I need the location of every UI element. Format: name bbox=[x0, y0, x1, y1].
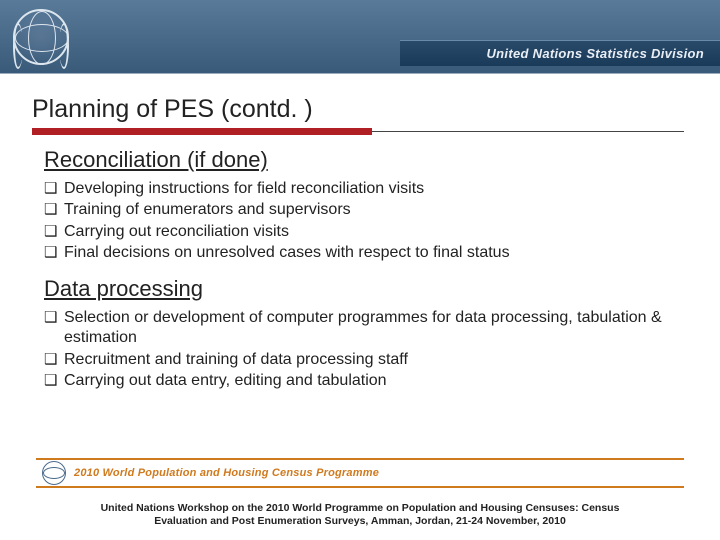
list-item: Final decisions on unresolved cases with… bbox=[44, 243, 676, 263]
content-area: Reconciliation (if done) Developing inst… bbox=[0, 147, 720, 392]
footer-banner-text: 2010 World Population and Housing Census… bbox=[74, 467, 379, 479]
header-band: United Nations Statistics Division bbox=[400, 40, 720, 66]
bullet-list-data-processing: Selection or development of computer pro… bbox=[44, 308, 676, 392]
footer-note: United Nations Workshop on the 2010 Worl… bbox=[0, 502, 720, 528]
org-title: United Nations Statistics Division bbox=[486, 46, 704, 61]
banner-line-bottom bbox=[36, 486, 684, 488]
banner-line-top bbox=[36, 458, 684, 460]
un-logo bbox=[6, 2, 76, 72]
bullet-list-reconciliation: Developing instructions for field reconc… bbox=[44, 179, 676, 264]
slide-title: Planning of PES (contd. ) bbox=[32, 95, 720, 124]
list-item: Training of enumerators and supervisors bbox=[44, 200, 676, 220]
footer-banner: 2010 World Population and Housing Census… bbox=[36, 458, 684, 488]
header-bar: United Nations Statistics Division bbox=[0, 0, 720, 73]
list-item: Selection or development of computer pro… bbox=[44, 308, 676, 349]
list-item: Carrying out data entry, editing and tab… bbox=[44, 371, 676, 391]
list-item: Developing instructions for field reconc… bbox=[44, 179, 676, 199]
section-heading-data-processing: Data processing bbox=[44, 276, 676, 302]
footer-note-line1: United Nations Workshop on the 2010 Worl… bbox=[101, 502, 620, 514]
header-divider bbox=[0, 73, 720, 74]
footer-globe-icon bbox=[42, 461, 66, 485]
rule-red bbox=[32, 128, 372, 135]
list-item: Recruitment and training of data process… bbox=[44, 350, 676, 370]
rule-thin bbox=[372, 131, 684, 132]
section-heading-reconciliation: Reconciliation (if done) bbox=[44, 147, 676, 173]
list-item: Carrying out reconciliation visits bbox=[44, 222, 676, 242]
footer-note-line2: Evaluation and Post Enumeration Surveys,… bbox=[154, 515, 566, 527]
globe-icon bbox=[13, 9, 69, 65]
title-rule bbox=[32, 128, 684, 135]
